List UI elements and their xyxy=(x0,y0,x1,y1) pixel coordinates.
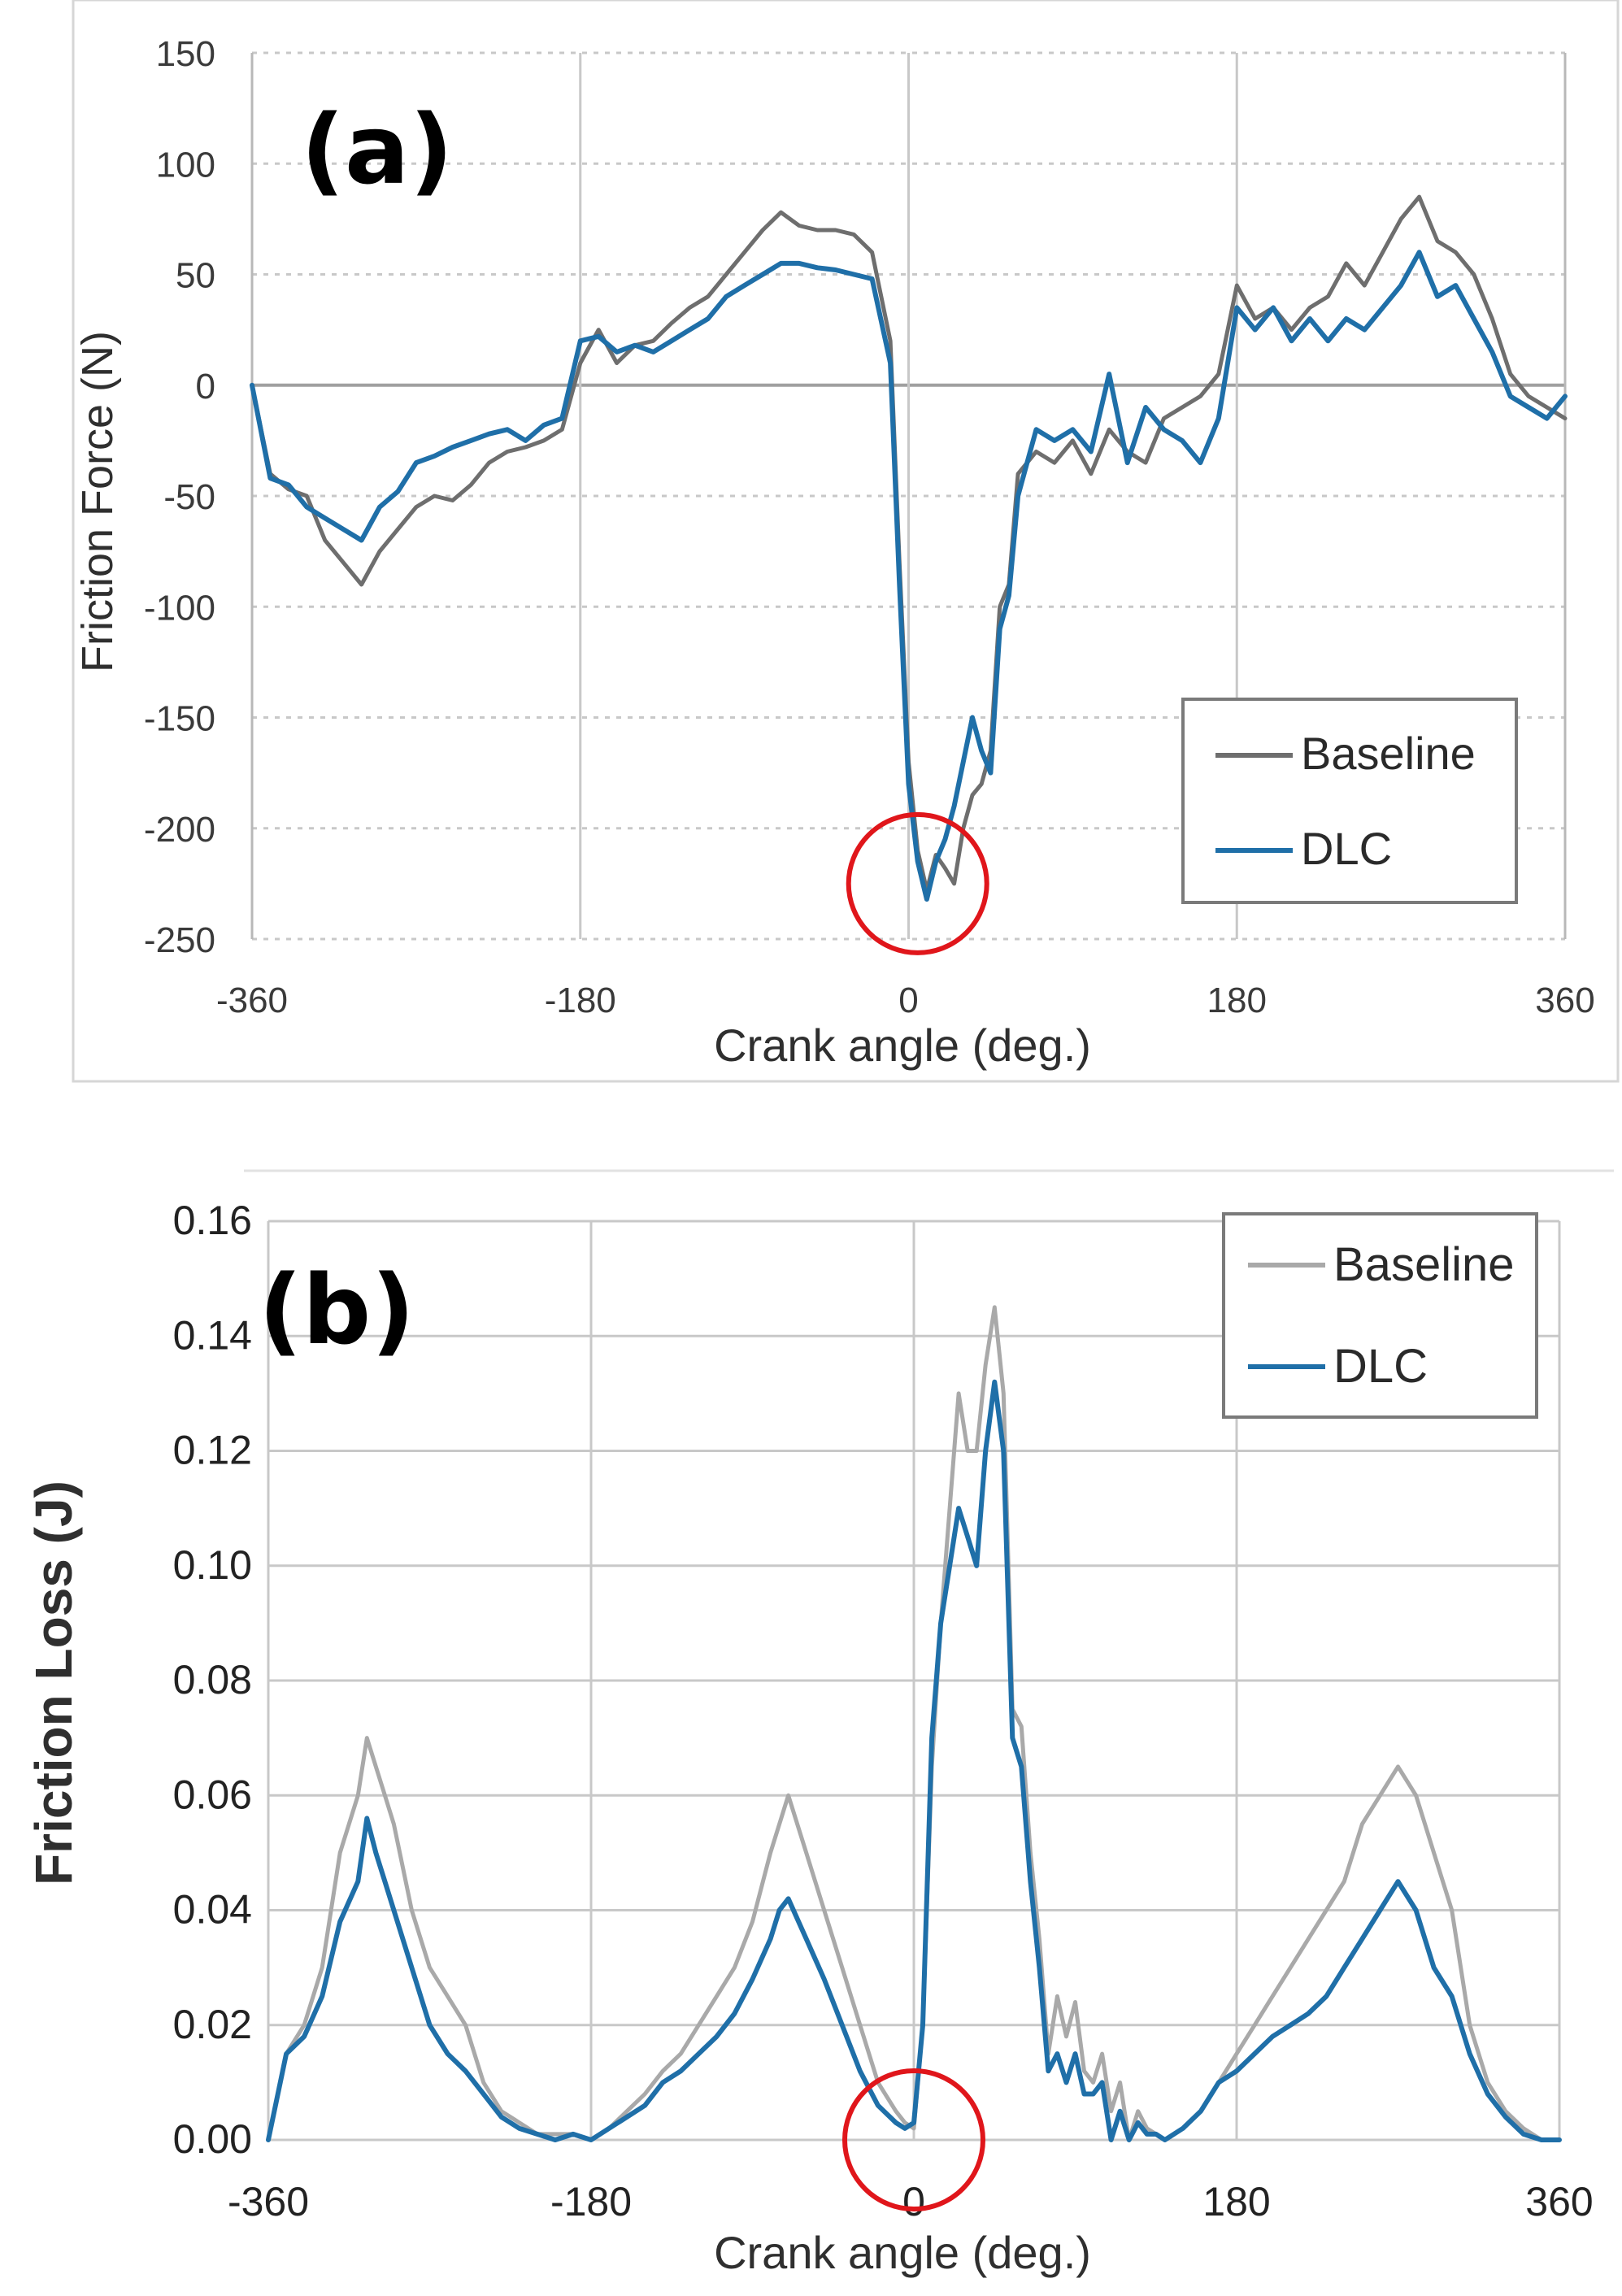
y-tick-label: 0.04 xyxy=(173,1887,252,1933)
series-line-dlc xyxy=(250,250,1568,902)
x-tick-label: -180 xyxy=(550,2179,632,2224)
y-tick-label: 0.02 xyxy=(173,2002,252,2047)
panel-a-legend: Baseline DLC xyxy=(1181,698,1518,904)
panel-b-grid xyxy=(267,1220,1561,2142)
y-tick-label: 0.10 xyxy=(173,1542,252,1588)
series-line-dlc xyxy=(266,1379,1562,2142)
panel-a-y-axis-title: Friction Force (N) xyxy=(73,331,122,672)
x-tick-label: 0 xyxy=(902,2179,925,2224)
y-tick-label: -50 xyxy=(163,477,215,517)
y-tick-label: 0.06 xyxy=(173,1772,252,1817)
chart-panel-b: 0.16 0.14 0.12 0.10 0.08 0.06 0.04 0.02 0.00 -36… xyxy=(24,1169,1614,2278)
panel-b-x-axis-title: Crank angle (deg.) xyxy=(714,2227,1091,2278)
legend-label-dlc: DLC xyxy=(1333,1340,1428,1393)
panel-a-legend-box xyxy=(1181,698,1518,904)
legend-label-baseline: Baseline xyxy=(1333,1238,1514,1291)
panel-a-series xyxy=(250,194,1568,902)
panel-a-label: (a) xyxy=(301,93,454,206)
panel-a-y-ticks: 150 100 50 0 -50 -100 -150 -200 -250 xyxy=(144,34,215,960)
panel-b-x-ticks: -360 -180 0 180 360 xyxy=(228,2179,1594,2224)
x-tick-label: -180 xyxy=(545,981,616,1020)
panel-b-series xyxy=(266,1305,1562,2142)
series-line-baseline xyxy=(266,1305,1562,2142)
x-tick-label: 180 xyxy=(1207,981,1267,1020)
y-tick-label: 50 xyxy=(176,256,215,296)
x-tick-label: 180 xyxy=(1202,2179,1270,2224)
panel-b-label: (b) xyxy=(259,1254,415,1366)
panel-a-grid xyxy=(250,51,1567,941)
panel-a-x-ticks: -360 -180 0 180 360 xyxy=(216,981,1595,1020)
y-tick-label: 0.00 xyxy=(173,2116,252,2162)
panel-b-legend: Baseline DLC xyxy=(1222,1212,1538,1419)
y-tick-label: 0 xyxy=(196,367,215,407)
y-tick-label: 0.16 xyxy=(173,1198,252,1243)
panel-b-highlight-circle xyxy=(842,2068,985,2211)
y-tick-label: 100 xyxy=(156,145,215,185)
legend-label-baseline: Baseline xyxy=(1301,728,1476,779)
x-tick-label: 0 xyxy=(898,981,918,1020)
y-tick-label: -150 xyxy=(144,699,215,739)
y-tick-label: 0.08 xyxy=(173,1657,252,1702)
x-tick-label: 360 xyxy=(1525,2179,1593,2224)
x-tick-label: -360 xyxy=(228,2179,309,2224)
panel-b-legend-box xyxy=(1222,1212,1538,1419)
y-tick-label: 150 xyxy=(156,34,215,74)
y-tick-label: -250 xyxy=(144,920,215,960)
panel-a-x-axis-title: Crank angle (deg.) xyxy=(714,1020,1091,1071)
y-tick-label: -100 xyxy=(144,588,215,628)
y-tick-label: 0.12 xyxy=(173,1428,252,1473)
panel-a-highlight-circle xyxy=(846,811,989,955)
legend-label-dlc: DLC xyxy=(1301,823,1392,874)
x-tick-label: -360 xyxy=(216,981,288,1020)
y-tick-label: 0.14 xyxy=(173,1312,252,1358)
y-tick-label: -200 xyxy=(144,810,215,850)
chart-panel-a: 150 100 50 0 -50 -100 -150 -200 -250 -360 -180 0 18… xyxy=(72,0,1620,1083)
panel-b-y-axis-title: Friction Loss (J) xyxy=(24,1481,83,1885)
panel-b-y-ticks: 0.16 0.14 0.12 0.10 0.08 0.06 0.04 0.02 0.00 xyxy=(173,1198,252,2162)
x-tick-label: 360 xyxy=(1535,981,1594,1020)
